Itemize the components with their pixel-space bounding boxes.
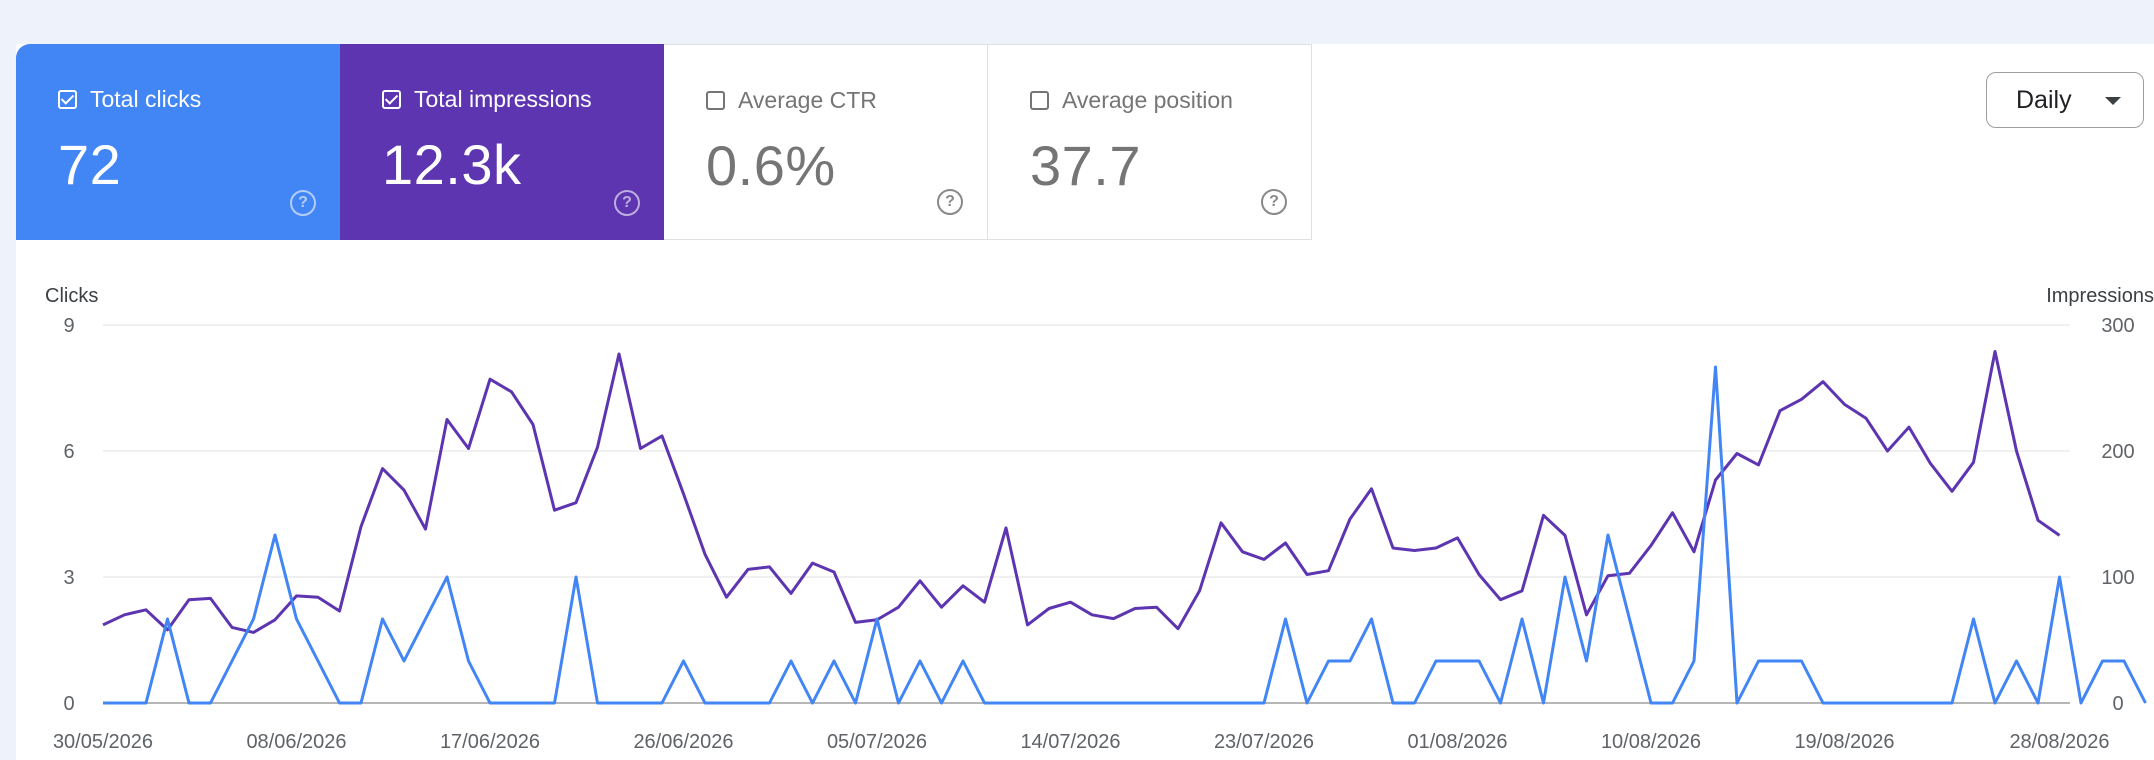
- x-tick-label: 10/08/2026: [1601, 731, 1701, 753]
- checkbox-unchecked-icon[interactable]: [706, 91, 725, 110]
- metric-value: 72: [58, 133, 122, 196]
- y-tick-label-left: 6: [63, 441, 74, 463]
- help-icon[interactable]: ?: [290, 190, 316, 216]
- y-tick-label-right: 300: [2101, 315, 2134, 337]
- help-icon[interactable]: ?: [937, 189, 963, 215]
- series-line-clicks: [103, 365, 2147, 705]
- metric-card-average-ctr[interactable]: Average CTR 0.6% ?: [664, 44, 988, 240]
- period-select[interactable]: Daily: [1986, 72, 2144, 128]
- y-tick-label-right: 0: [2112, 693, 2123, 715]
- checkbox-checked-icon[interactable]: [382, 90, 401, 109]
- metric-cards: Total clicks 72 ? Total impressions 12.3…: [16, 44, 1312, 240]
- metric-card-header: Total clicks: [58, 86, 201, 113]
- help-icon[interactable]: ?: [1261, 189, 1287, 215]
- metric-value: 37.7: [1030, 134, 1141, 197]
- metric-card-header: Total impressions: [382, 86, 592, 113]
- checkbox-unchecked-icon[interactable]: [1030, 91, 1049, 110]
- y-tick-label-left: 3: [63, 567, 74, 589]
- metric-card-average-position[interactable]: Average position 37.7 ?: [988, 44, 1312, 240]
- x-tick-label: 26/06/2026: [633, 731, 733, 753]
- x-tick-label: 30/05/2026: [53, 731, 153, 753]
- y-tick-label-left: 9: [63, 315, 74, 337]
- performance-chart: 0 0 3 100 6 200 9 300 Clicks Impressions 30/05/202…: [45, 285, 2154, 753]
- metric-card-total-clicks[interactable]: Total clicks 72 ?: [16, 44, 340, 240]
- x-tick-label: 17/06/2026: [440, 731, 540, 753]
- chevron-down-icon: [2105, 97, 2121, 105]
- metric-label: Average CTR: [738, 87, 877, 113]
- metric-value: 12.3k: [382, 133, 522, 196]
- metric-label: Total clicks: [90, 86, 202, 112]
- x-tick-label: 23/07/2026: [1214, 731, 1314, 753]
- y-tick-label-left: 0: [63, 693, 74, 715]
- metric-card-header: Average CTR: [706, 87, 877, 114]
- period-select-label: Daily: [2016, 85, 2072, 114]
- x-tick-label: 01/08/2026: [1407, 731, 1507, 753]
- metric-label: Average position: [1062, 87, 1233, 113]
- y-tick-label-right: 200: [2101, 441, 2134, 463]
- metric-label: Total impressions: [414, 86, 592, 112]
- checkbox-checked-icon[interactable]: [58, 90, 77, 109]
- x-tick-label: 19/08/2026: [1794, 731, 1894, 753]
- performance-panel: Total clicks 72 ? Total impressions 12.3…: [16, 44, 2154, 760]
- metric-card-total-impressions[interactable]: Total impressions 12.3k ?: [340, 44, 664, 240]
- series-line-impressions: [102, 350, 2061, 634]
- x-tick-label: 05/07/2026: [827, 731, 927, 753]
- help-icon[interactable]: ?: [614, 190, 640, 216]
- metric-value: 0.6%: [706, 134, 836, 197]
- y-tick-label-right: 100: [2101, 567, 2134, 589]
- right-axis-title: Impressions: [2046, 285, 2154, 307]
- x-tick-label: 14/07/2026: [1020, 731, 1120, 753]
- metric-card-header: Average position: [1030, 87, 1233, 114]
- left-axis-title: Clicks: [45, 285, 98, 307]
- x-tick-label: 08/06/2026: [246, 731, 346, 753]
- x-tick-label: 28/08/2026: [2009, 731, 2109, 753]
